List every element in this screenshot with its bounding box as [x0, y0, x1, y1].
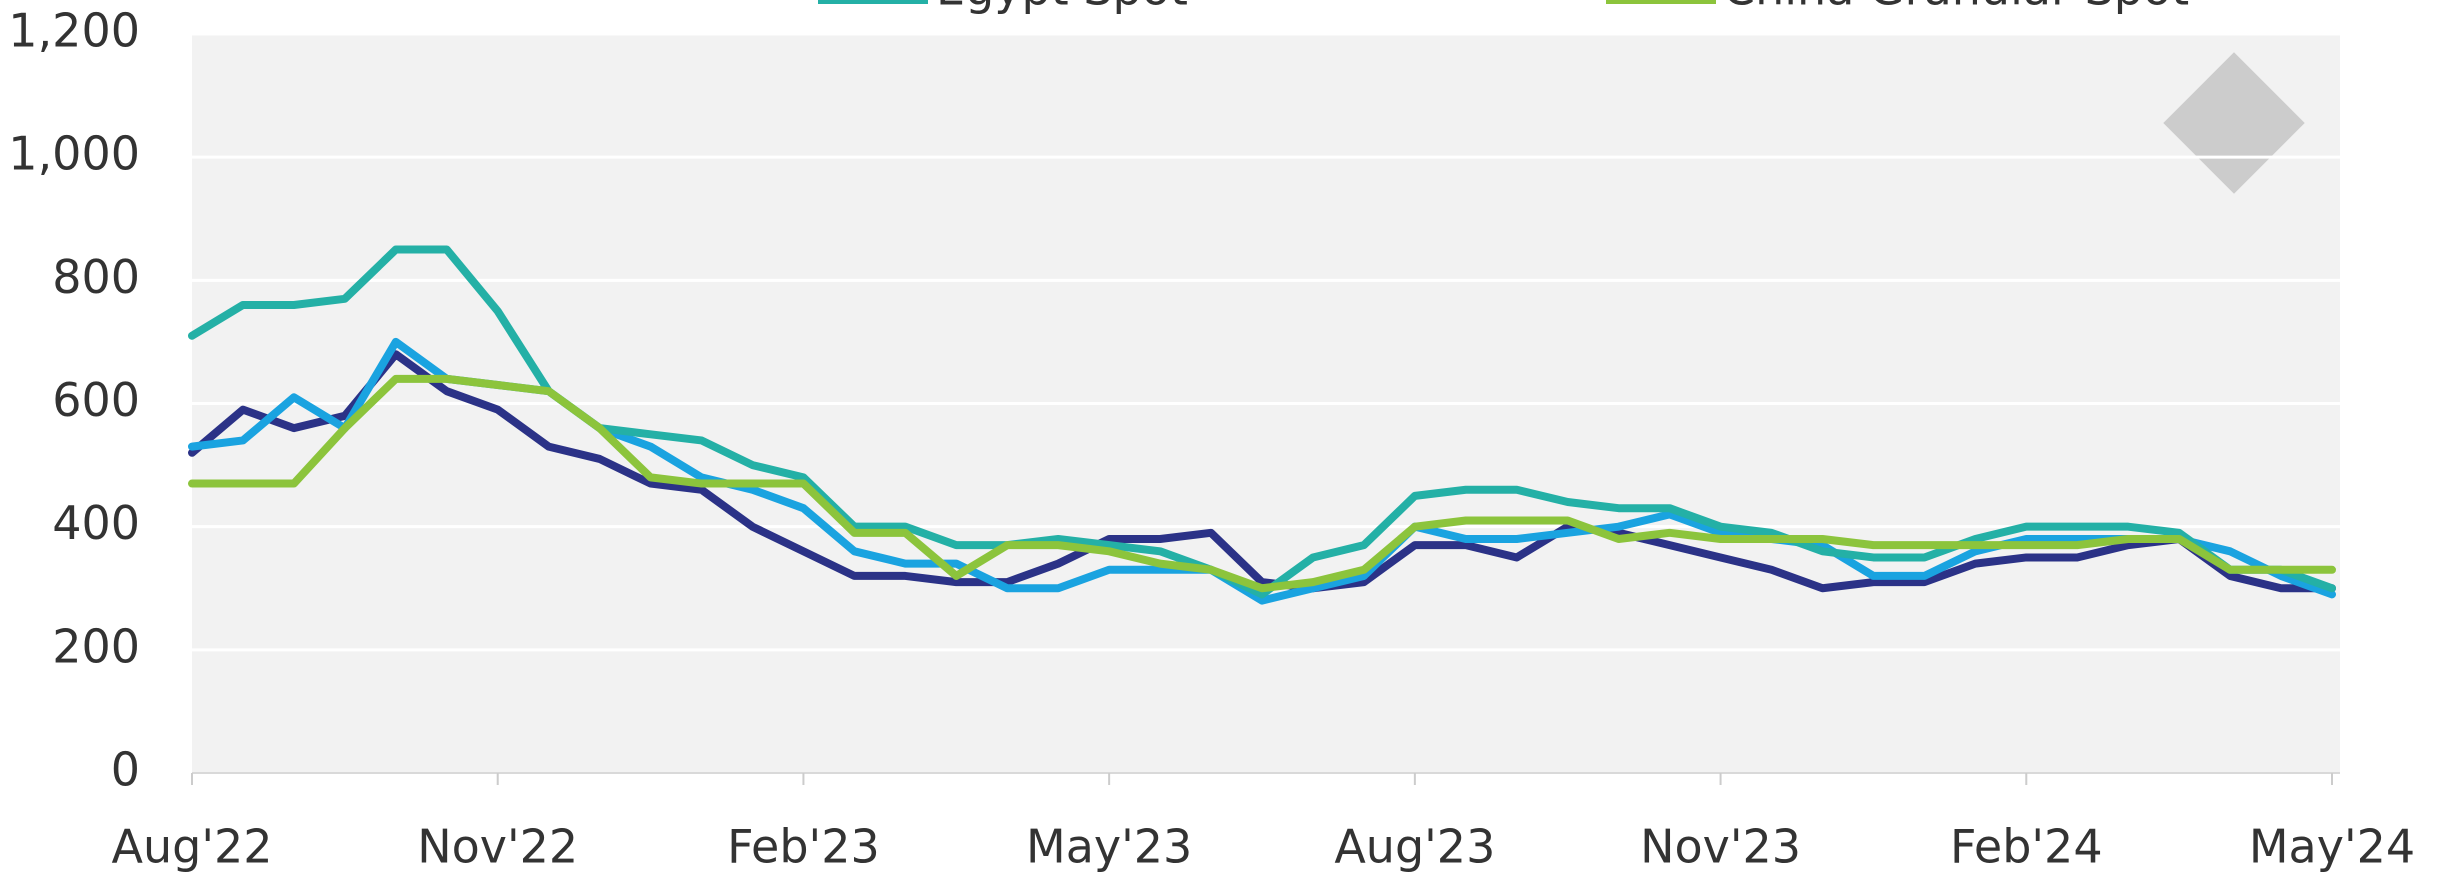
- y-tick-label: 1,200: [8, 4, 140, 58]
- y-tick-label: 0: [111, 743, 140, 797]
- y-tick-label: 1,000: [8, 127, 140, 181]
- x-tick-label: Feb'23: [727, 820, 880, 874]
- x-tick-label: Nov'22: [417, 820, 578, 874]
- series-line: [188, 374, 2336, 593]
- series-line: [188, 350, 2336, 593]
- y-tick-label: 800: [52, 250, 140, 304]
- x-tick-label: Aug'23: [1334, 820, 1495, 874]
- y-tick-label: 200: [52, 619, 140, 673]
- x-tick-label: May'23: [1026, 820, 1192, 874]
- x-tick-label: Aug'22: [112, 820, 273, 874]
- y-tick-label: 400: [52, 496, 140, 550]
- x-tick-label: May'24: [2249, 820, 2415, 874]
- y-tick-label: 600: [52, 373, 140, 427]
- legend-label: China Granular Spot: [1723, 0, 2189, 16]
- legend-label: Egypt Spot: [936, 0, 1188, 16]
- x-tick-label: Nov'23: [1640, 820, 1801, 874]
- x-tick-label: Feb'24: [1950, 820, 2103, 874]
